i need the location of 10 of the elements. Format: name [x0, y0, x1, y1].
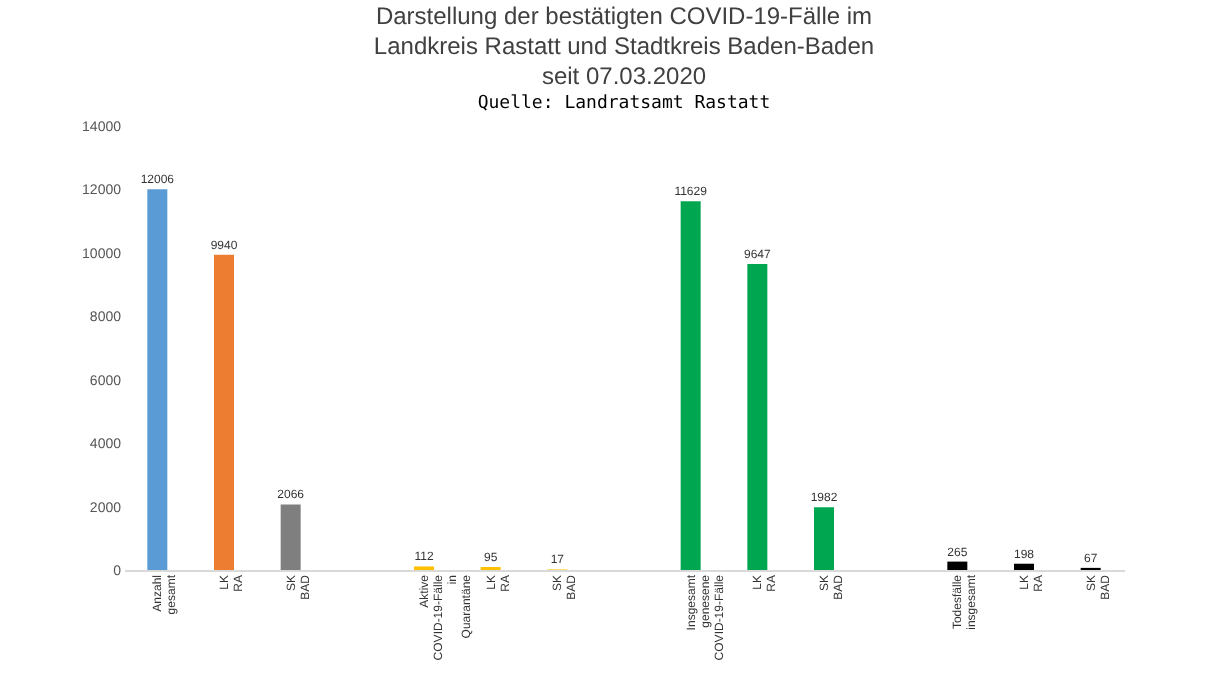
bar [680, 201, 701, 570]
source-note: Quelle: Landratsamt Rastatt [477, 94, 771, 114]
bar [1014, 563, 1034, 570]
bar [947, 561, 968, 570]
bar [747, 264, 768, 570]
bar [147, 189, 168, 570]
bar [214, 254, 234, 570]
bar [280, 504, 301, 570]
bar [814, 507, 834, 570]
chart-title: Darstellung der bestätigten COVID-19-Fälle im Landkreis Rastatt und Stadtkreis Baden-Baden seit 07.03.2020 [373, 2, 875, 90]
